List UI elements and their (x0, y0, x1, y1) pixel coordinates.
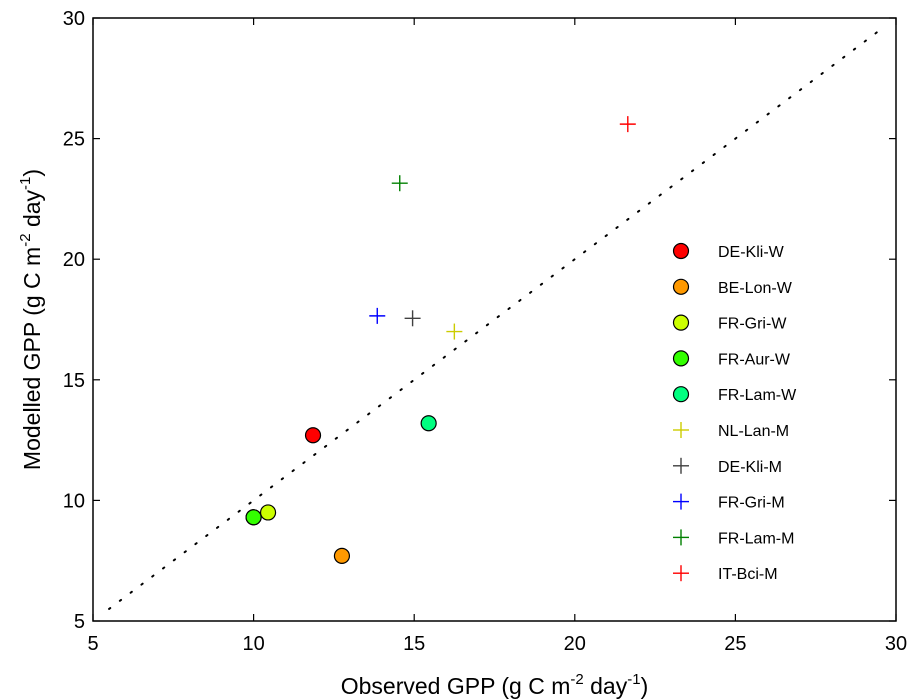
y-axis-label: Modelled GPP (g C m-2 day-1) (17, 169, 45, 470)
data-point-be-lon-w (333, 547, 351, 564)
legend-label-it-bci-m: IT-Bci-M (718, 566, 778, 583)
data-point-nl-lan-m (446, 323, 463, 340)
legend-label-fr-gri-w: FR-Gri-W (718, 316, 787, 333)
legend: DE-Kli-W BE-Lon-W FR-Gri-W FR-Aur-W FR-Lam-W… (672, 242, 797, 583)
y-tick-label: 15 (63, 370, 85, 392)
x-tick-label: 30 (885, 633, 907, 655)
y-tick-label: 10 (63, 490, 85, 512)
data-point-de-kli-w (304, 427, 322, 444)
legend-marker-fr-aur-w (672, 350, 690, 367)
y-tick-label: 30 (63, 8, 85, 30)
legend-marker-it-bci-m (673, 565, 689, 582)
legend-marker-fr-gri-w (672, 314, 690, 331)
legend-marker-de-kli-m (673, 457, 689, 474)
legend-label-de-kli-m: DE-Kli-M (718, 459, 782, 476)
data-point-fr-lam-m (391, 175, 408, 192)
legend-marker-de-kli-w (672, 242, 690, 260)
x-tick-label: 20 (564, 633, 586, 655)
y-tick-label: 20 (63, 249, 85, 271)
legend-label-be-lon-w: BE-Lon-W (718, 280, 793, 297)
data-point-de-kli-m (404, 310, 421, 327)
legend-label-nl-lan-m: NL-Lan-M (718, 423, 789, 440)
legend-marker-fr-gri-m (673, 493, 689, 510)
legend-marker-fr-lam-m (673, 529, 689, 546)
data-point-fr-gri-m (369, 307, 386, 324)
data-point-fr-aur-w (245, 509, 262, 526)
legend-marker-be-lon-w (672, 278, 690, 295)
legend-label-fr-gri-m: FR-Gri-M (718, 495, 785, 512)
x-tick-label: 15 (403, 633, 425, 655)
data-point-it-bci-m (619, 116, 636, 133)
x-tick-label: 10 (242, 633, 264, 655)
data-point-fr-gri-w (259, 504, 277, 521)
x-tick-label: 5 (87, 633, 98, 655)
x-tick-label: 25 (724, 633, 746, 655)
legend-label-fr-lam-m: FR-Lam-M (718, 530, 794, 547)
y-tick-label: 25 (63, 129, 85, 151)
plot-area (92, 17, 897, 622)
y-tick-label: 5 (74, 611, 85, 633)
legend-label-de-kli-w: DE-Kli-W (718, 244, 785, 261)
legend-label-fr-aur-w: FR-Aur-W (718, 351, 791, 368)
data-point-fr-lam-w (420, 415, 437, 432)
x-axis-label: Observed GPP (g C m-2 day-1) (341, 671, 649, 699)
legend-marker-nl-lan-m (673, 422, 689, 438)
legend-label-fr-lam-w: FR-Lam-W (718, 387, 797, 404)
data-points (245, 116, 636, 564)
axis-ticks: 5 10 15 20 25 30 5 10 15 20 25 30 (63, 8, 907, 655)
legend-marker-fr-lam-w (672, 386, 690, 403)
